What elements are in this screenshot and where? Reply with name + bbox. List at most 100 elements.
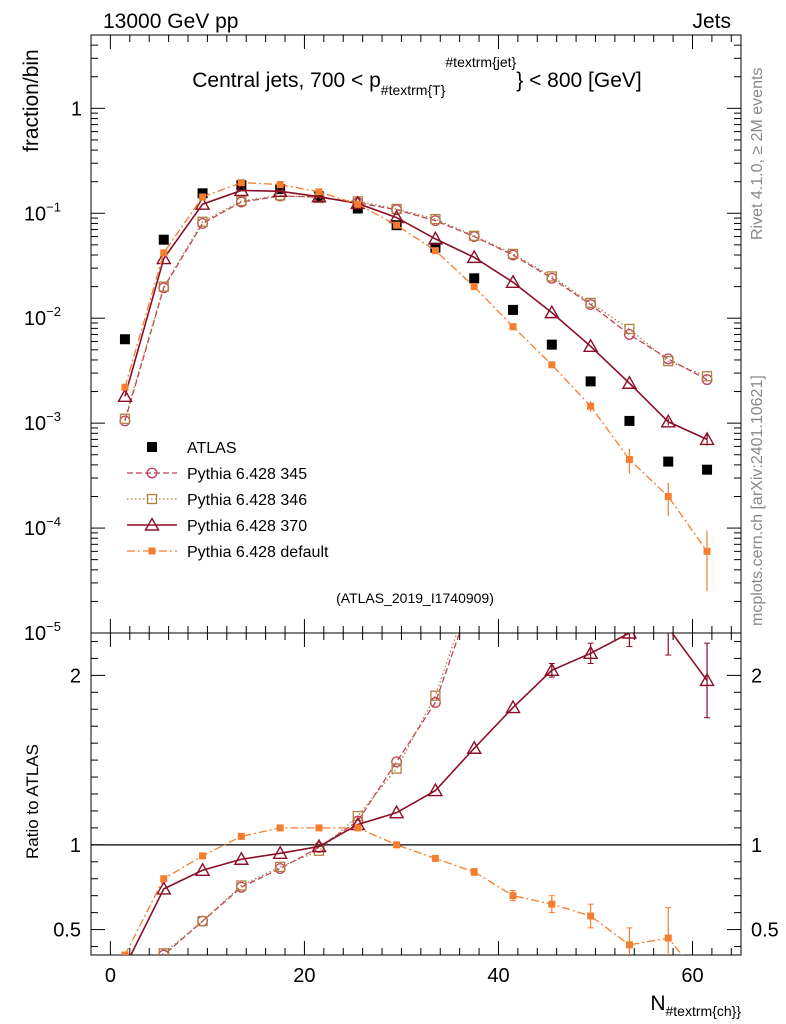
ratio-series-2-point [466,740,482,754]
series-0-point [469,273,480,284]
series-4-point [703,547,711,555]
ratio-y-tick-label-left: 2 [70,665,81,687]
series-3-point [582,338,599,352]
ratio-series-2-line [129,633,708,955]
main-title: Central jets, 700 < p#textrm{T} #textrm{j… [192,54,641,98]
ratio-series-2-point [582,645,599,660]
legend-item: ATLAS [147,440,237,457]
ratio-y-tick-label-right: 0.5 [751,920,779,942]
ratio-series-2-point [427,782,444,797]
ratio-series-1-point [430,690,441,701]
ratio-series-3-point [548,900,556,908]
main-series-group [117,179,715,592]
series-3-point [427,230,444,245]
main-y-tick-base: 10 [24,203,46,225]
legend-marker [146,493,158,505]
series-3-point [466,249,482,264]
ratio-series-0-point [158,949,170,955]
series-4-point [160,249,168,257]
ratio-series-1-point [197,915,208,927]
ratio-frame [90,632,742,956]
x-tick-label: 0 [105,965,116,987]
main-y-tick-base: 10 [24,518,46,540]
x-tick-label: 20 [293,965,315,987]
legend-label: ATLAS [187,440,237,457]
series-3-point [699,431,715,446]
ratio-series-3-point [237,832,245,840]
series-3-line [124,189,708,441]
ratio-series-3-point [160,875,168,883]
ratio-series-3-point [587,912,595,920]
main-y-tick-label: 1 [71,98,82,120]
rivet-version-label: Rivet 4.1.0, ≥ 2M events [749,68,766,240]
ratio-series-3-point [664,934,672,942]
ratio-y-tick-label-left: 0.5 [53,920,81,942]
ratio-series-0-point [391,756,403,768]
series-0-point [663,456,674,467]
main-y-tick-base: 10 [24,308,46,330]
x-axis-label-sub: #textrm{ch}} [666,1003,742,1019]
series-2-point [236,195,247,207]
ratio-series-3-point [625,941,633,949]
ratio-series-3-point [354,824,362,832]
ratio-panel: 0.5 0.51 12 20 20 40 60 [53,632,779,987]
series-0-point [702,464,713,475]
ratio-series-3-point [431,854,439,862]
legend-marker [146,467,158,479]
series-4-point [315,188,323,196]
series-0-point [119,334,130,345]
series-4-point [354,200,362,208]
ratio-series-3-point [470,868,478,876]
ratio-series-2-point [544,662,560,676]
series-4-point [664,492,672,500]
main-y-tick-label: 10−2 [24,304,61,330]
series-2-point [430,213,441,225]
ratio-series-3-point [276,824,284,832]
series-0-point [546,339,557,350]
analysis-id-label: (ATLAS_2019_I1740909) [336,590,494,606]
series-4-line [124,181,708,552]
main-y-axis-label: fraction/bin [20,49,43,152]
series-1-point [701,374,713,386]
main-y-tick-label: 10−1 [24,199,61,225]
main-y-tick-exponent: −3 [46,409,61,424]
series-2-point [119,413,131,424]
series-2-point [624,323,635,335]
title-subscript: #textrm{T} [381,82,446,98]
ratio-series-2-point [272,845,288,860]
series-0-point [197,188,208,199]
ratio-series-0-line [162,633,461,955]
ratio-series-1-point [391,763,402,774]
series-3-point [505,274,521,288]
series-1-line [124,195,708,422]
series-2-point [469,230,480,241]
legend-marker [144,517,160,531]
x-axis-label: N#textrm{ch}} [650,992,741,1019]
x-tick-label: 60 [681,965,703,987]
main-y-tick-exponent: −4 [46,514,61,529]
ratio-series-1-point [275,861,286,873]
main-y-tick-exponent: −1 [46,199,61,214]
series-3-point [311,188,327,203]
series-4-point [121,383,129,391]
series-3-point [194,196,211,210]
header-energy-label: 13000 GeV pp [103,10,238,33]
legend-label: Pythia 6.428 346 [187,492,307,509]
series-4-point [393,221,401,229]
mcplots-source-label: mcplots.cern.ch [arXiv:2401.10621] [749,375,766,626]
series-3-point [156,250,172,265]
ratio-series-3-point [315,824,323,832]
title-superscript: #textrm{jet} [445,54,516,70]
ratio-series-1-point [158,948,169,955]
ratio-series-2-point [621,633,638,639]
x-axis-label-main: N [650,992,665,1015]
series-4-point [587,402,595,410]
ratio-series-1-line [160,633,458,955]
ratio-series-0-point [429,697,441,708]
title-part-a: Central jets, 700 < p [192,69,381,92]
legend-label: Pythia 6.428 370 [187,518,307,535]
series-2-point [391,203,402,215]
header-jets-label: Jets [692,10,731,33]
series-0-point [585,376,596,387]
series-2-point [158,281,169,292]
